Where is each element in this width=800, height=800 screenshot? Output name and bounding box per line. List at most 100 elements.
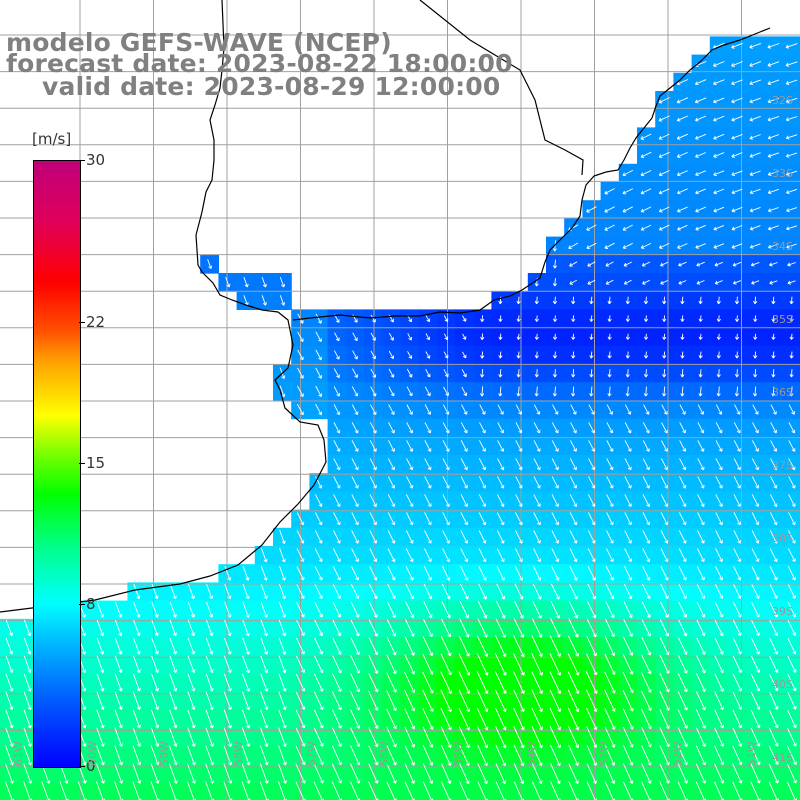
wind-arrow (132, 781, 142, 800)
wind-arrow (751, 512, 760, 526)
wind-arrow (716, 315, 721, 322)
wind-arrow (750, 709, 761, 729)
wind-arrow (368, 672, 379, 693)
wind-arrow (624, 530, 632, 544)
wind-arrow (331, 745, 342, 766)
wind-arrow (404, 763, 415, 784)
colorbar-tick-label: 0 (86, 757, 96, 775)
wind-arrow (388, 422, 395, 434)
wind-arrow (368, 763, 379, 784)
wind-arrow (351, 458, 359, 471)
wind-arrow (661, 422, 668, 434)
wind-arrow (442, 530, 450, 544)
wind-speed-cell (782, 764, 800, 784)
wind-arrow (443, 386, 449, 397)
wind-arrow (440, 744, 452, 766)
wind-arrow (589, 351, 594, 359)
wind-arrow (660, 584, 669, 600)
wind-arrow (695, 691, 706, 711)
wind-arrow (786, 188, 798, 195)
wind-arrow (567, 671, 580, 694)
wind-arrow (551, 458, 559, 471)
wind-arrow (751, 476, 760, 489)
wind-arrow (698, 296, 703, 305)
wind-arrow (587, 583, 597, 600)
wind-arrow (698, 386, 703, 397)
wind-arrow (241, 781, 251, 800)
wind-arrow (350, 584, 360, 600)
wind-arrow (296, 620, 305, 636)
wind-arrow (476, 689, 489, 713)
wind-arrow (205, 655, 214, 674)
wind-arrow (787, 727, 797, 747)
wind-arrow (459, 763, 470, 784)
wind-arrow (641, 745, 652, 766)
wind-arrow (751, 280, 760, 285)
wind-arrow (734, 315, 740, 322)
wind-arrow (96, 745, 105, 766)
wind-arrow (714, 280, 723, 285)
wind-arrow (732, 691, 743, 710)
wind-arrow (767, 97, 780, 104)
wind-arrow (714, 781, 725, 800)
wind-arrow (368, 781, 379, 800)
wind-arrow (350, 763, 361, 784)
wind-arrow (422, 726, 434, 748)
wind-arrow (731, 42, 743, 49)
wind-arrow (771, 315, 776, 322)
wind-arrow (623, 279, 632, 285)
wind-arrow (4, 781, 14, 800)
wind-arrow (751, 602, 760, 618)
wind-arrow (369, 440, 377, 452)
wind-arrow (788, 422, 796, 434)
wind-arrow (313, 709, 324, 729)
wind-arrow (769, 638, 779, 655)
wind-arrow (678, 619, 688, 637)
wind-arrow (405, 601, 415, 619)
wind-arrow (695, 763, 706, 784)
wind-arrow (460, 566, 469, 581)
wind-arrow (278, 709, 287, 729)
wind-arrow (513, 726, 525, 749)
wind-arrow (5, 709, 14, 729)
wind-arrow (713, 243, 725, 249)
wind-arrow (114, 619, 123, 637)
wind-arrow (350, 673, 361, 693)
wind-arrow (513, 618, 525, 638)
wind-arrow (279, 566, 286, 581)
wind-arrow (678, 548, 687, 563)
wind-arrow (786, 225, 798, 231)
wind-arrow (404, 726, 415, 748)
wind-arrow (332, 584, 341, 599)
wind-arrow (187, 584, 195, 600)
colorbar-tick-mark (79, 322, 85, 323)
wind-arrow (314, 637, 324, 655)
wind-arrow (753, 369, 758, 378)
wind-arrow (788, 404, 795, 415)
wind-arrow (569, 261, 578, 267)
wind-arrow (424, 512, 432, 526)
wind-arrow (458, 635, 470, 657)
wind-arrow (332, 655, 342, 674)
wind-arrow (370, 404, 377, 415)
latitude-label: 39S (772, 605, 793, 618)
wind-arrow (714, 602, 724, 618)
wind-speed-cell (782, 655, 800, 674)
wind-arrow (659, 654, 670, 674)
wind-arrow (169, 637, 177, 655)
wind-arrow (497, 458, 505, 471)
wind-arrow (387, 530, 396, 544)
wind-arrow (23, 673, 32, 692)
wind-arrow (241, 691, 251, 711)
wind-arrow (713, 224, 725, 231)
wind-arrow (568, 618, 579, 638)
wind-speed-cell (782, 473, 800, 492)
wind-arrow (478, 494, 487, 507)
wind-arrow (333, 530, 341, 544)
wind-arrow (351, 566, 360, 581)
wind-arrow (770, 476, 778, 489)
wind-arrow (622, 188, 634, 195)
wind-arrow (785, 134, 798, 140)
wind-arrow (368, 637, 379, 656)
wind-arrow (462, 315, 467, 322)
